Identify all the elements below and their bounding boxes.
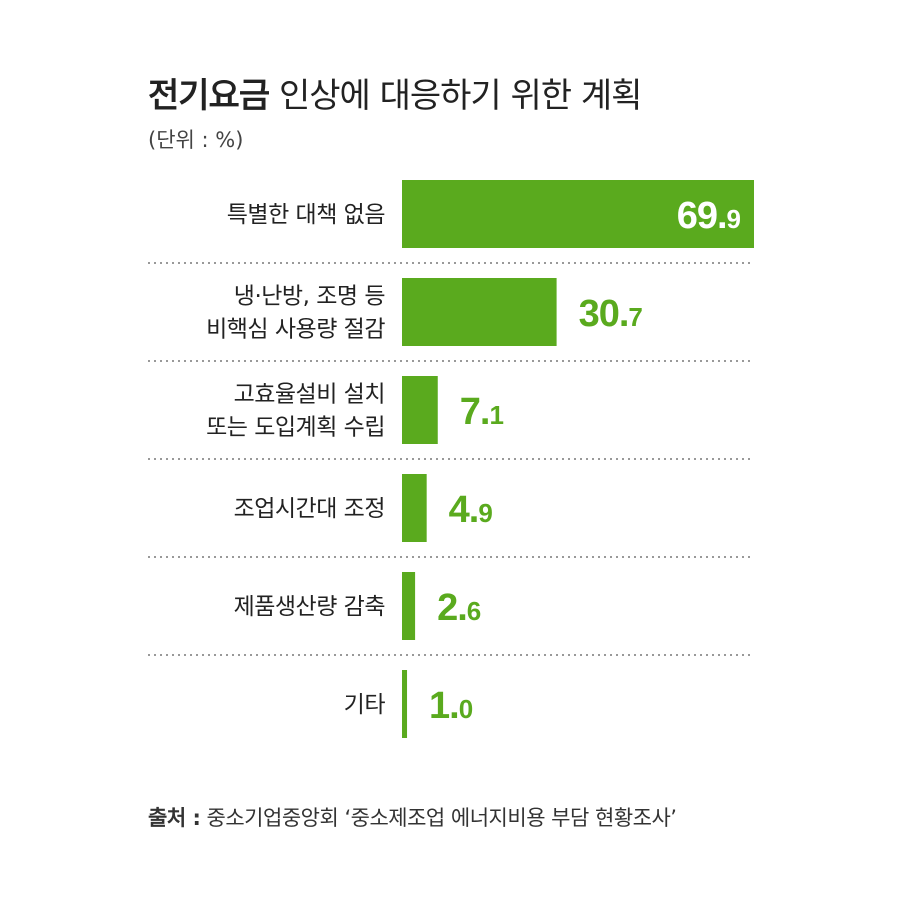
category-label: 비핵심 사용량 절감 xyxy=(206,317,385,343)
value-label: 2.6 xyxy=(437,587,481,629)
value-label: 4.9 xyxy=(449,489,493,531)
category-label: 냉·난방, 조명 등 xyxy=(234,284,385,310)
category-label: 기타 xyxy=(344,692,386,718)
source-text: 중소기업중앙회 ‘중소제조업 에너지비용 부담 현황조사’ xyxy=(206,806,677,830)
value-label: 69.9 xyxy=(677,195,741,237)
bar xyxy=(402,376,438,444)
category-label: 제품생산량 감축 xyxy=(234,594,385,620)
category-label: 또는 도입계획 수립 xyxy=(206,415,385,441)
bar xyxy=(402,278,557,346)
category-label: 특별한 대책 없음 xyxy=(227,202,385,228)
value-label: 7.1 xyxy=(460,391,504,433)
source-label: 출처 : xyxy=(148,806,201,830)
bar xyxy=(402,180,754,248)
value-label: 30.7 xyxy=(579,293,643,335)
bar xyxy=(402,572,416,640)
chart-title: 전기요금 인상에 대응하기 위한 계획 xyxy=(148,68,643,117)
source-note: 출처 : 중소기업중앙회 ‘중소제조업 에너지비용 부담 현황조사’ xyxy=(148,802,677,832)
category-label: 조업시간대 조정 xyxy=(234,496,385,522)
chart-title-bold: 전기요금 xyxy=(148,76,270,116)
chart-unit: (단위 : %) xyxy=(148,128,244,152)
chart-title-rest: 인상에 대응하기 위한 계획 xyxy=(278,76,643,116)
bar xyxy=(402,670,408,738)
value-label: 1.0 xyxy=(429,685,473,727)
category-label: 고효율설비 설치 xyxy=(234,382,385,408)
bar xyxy=(402,474,427,542)
